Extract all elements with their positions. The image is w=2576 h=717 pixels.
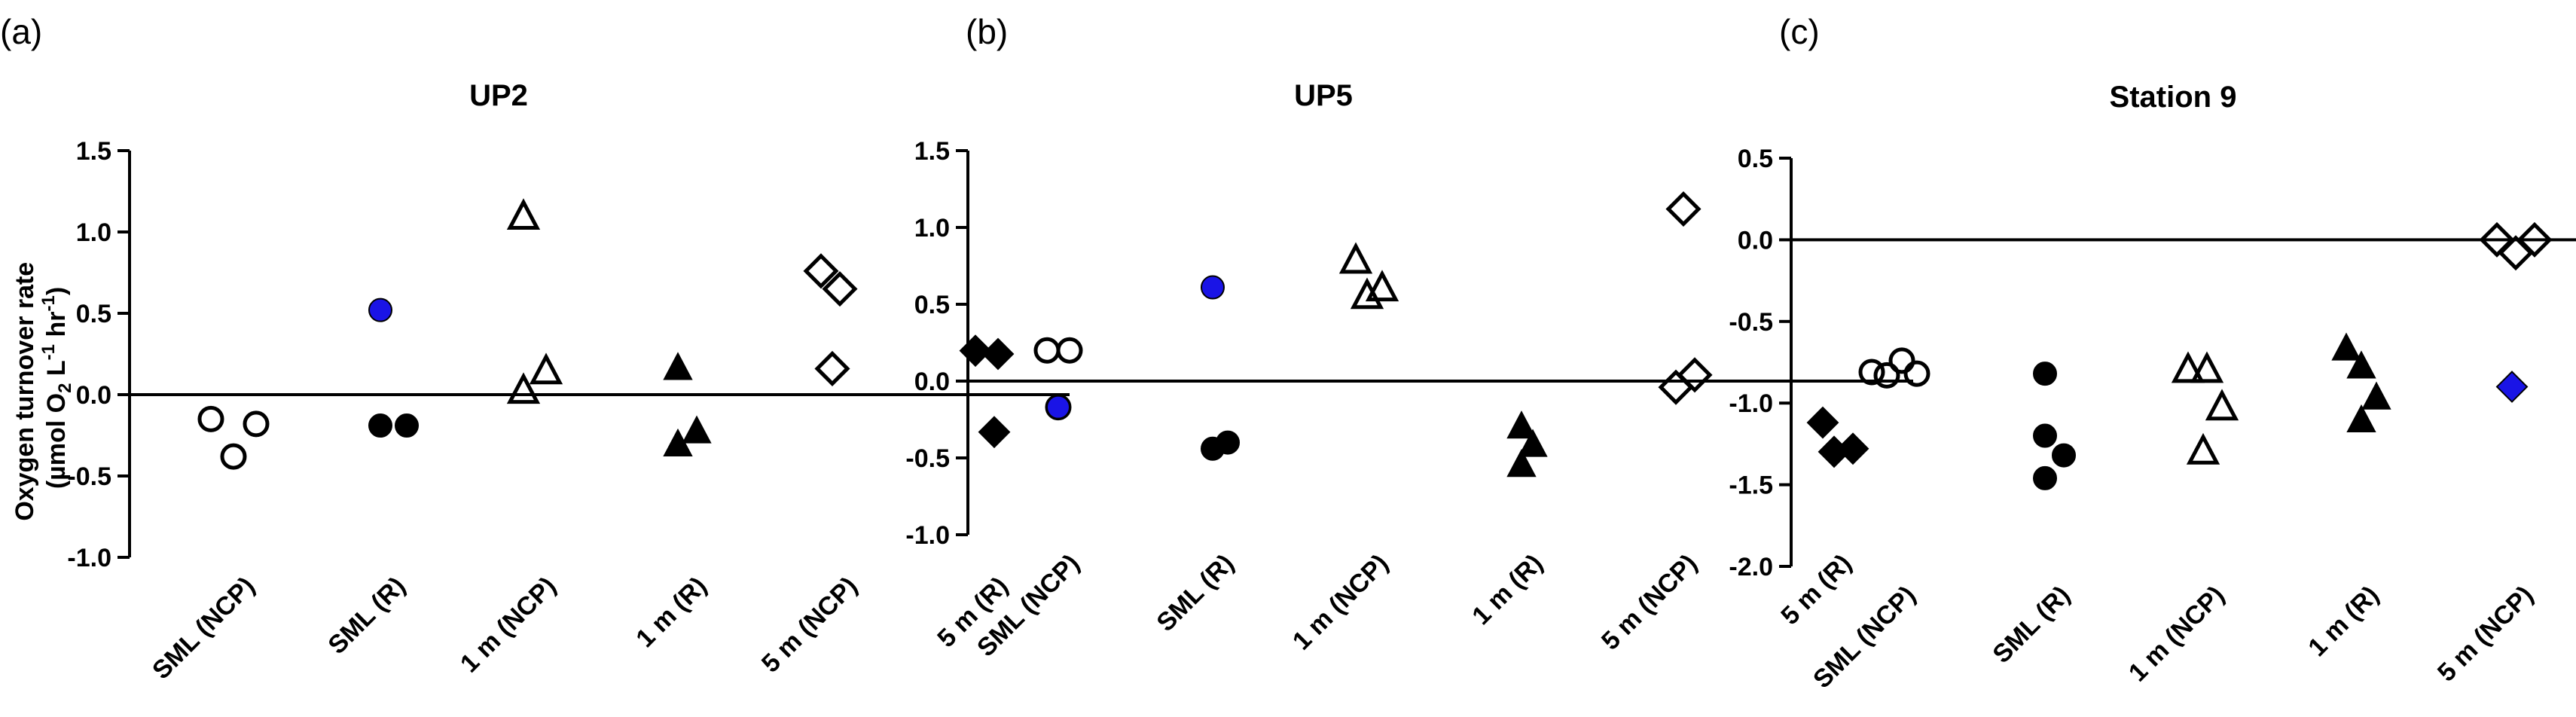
data-point-diamond — [822, 271, 858, 307]
data-point-circle — [2033, 423, 2057, 448]
y-tick-label: 0.5 — [1738, 145, 1773, 173]
y-axis-label: Oxygen turnover rate (µmol O2 L-1 hr-1) — [11, 255, 75, 520]
data-point-triangle — [506, 372, 541, 404]
data-point-circle — [1046, 395, 1070, 420]
data-point-circle — [1888, 347, 1915, 374]
data-point-triangle — [1350, 277, 1384, 310]
y-tick-label: 0.0 — [76, 381, 111, 410]
y-tick-label: 1.5 — [76, 137, 111, 166]
data-point-diamond — [1677, 357, 1713, 393]
data-point-diamond — [981, 337, 1015, 371]
data-point-circle — [2033, 465, 2057, 490]
y-tick-label: 1.5 — [914, 137, 950, 166]
data-point-circle — [1216, 430, 1240, 455]
data-point-triangle — [1506, 449, 1537, 477]
y-tick-label: -0.5 — [1729, 308, 1773, 337]
data-point-triangle — [2331, 332, 2361, 361]
data-point-triangle — [506, 198, 541, 230]
panel-title: Station 9 — [2110, 81, 2237, 114]
data-point-triangle — [1506, 410, 1537, 439]
data-point-triangle — [529, 352, 563, 385]
panel-label: (c) — [1779, 12, 1820, 51]
y-tick-label: 0.0 — [914, 368, 950, 396]
data-point-circle — [197, 405, 224, 432]
data-point-circle — [368, 297, 392, 322]
data-point-circle — [368, 413, 392, 438]
y-tick-label: 0.0 — [1738, 226, 1773, 255]
data-point-circle — [1903, 360, 1930, 387]
data-point-triangle — [2361, 381, 2391, 410]
data-point-circle — [2052, 443, 2076, 468]
data-point-triangle — [1365, 270, 1399, 302]
y-tick-label: -1.5 — [1729, 471, 1773, 500]
data-point-circle — [1873, 362, 1900, 389]
data-point-triangle — [2346, 350, 2376, 379]
panel-title: UP2 — [469, 79, 528, 112]
y-tick-label: 1.0 — [76, 218, 111, 247]
data-point-triangle — [1518, 429, 1548, 457]
panel-label: (a) — [0, 12, 42, 51]
data-point-triangle — [2205, 389, 2239, 421]
y-tick-label: -2.0 — [1729, 553, 1773, 581]
data-point-circle — [1858, 358, 1885, 386]
y-tick-label: 0.5 — [914, 291, 950, 319]
data-point-triangle — [663, 352, 693, 380]
data-point-diamond — [814, 350, 850, 386]
data-point-diamond — [803, 253, 839, 289]
y-tick-label: 0.5 — [76, 300, 111, 328]
data-point-circle — [2033, 362, 2057, 386]
data-point-triangle — [2346, 404, 2376, 433]
data-point-triangle — [2186, 432, 2220, 465]
data-point-triangle — [2171, 351, 2205, 383]
data-point-diamond — [2516, 221, 2553, 258]
y-tick-label: -0.5 — [67, 462, 111, 491]
data-point-circle — [220, 443, 247, 470]
data-point-triangle — [2190, 351, 2224, 383]
data-point-diamond — [2495, 371, 2529, 403]
y-tick-label: -0.5 — [905, 444, 950, 473]
y-tick-label: 1.0 — [914, 214, 950, 243]
data-point-circle — [395, 413, 419, 438]
data-point-triangle — [1338, 242, 1373, 274]
data-point-diamond — [1836, 432, 1869, 465]
data-point-circle — [243, 410, 270, 438]
panel-title: UP5 — [1294, 79, 1353, 112]
y-tick-label: -1.0 — [905, 521, 950, 550]
y-tick-label: -1.0 — [67, 544, 111, 572]
data-point-circle — [1201, 275, 1225, 300]
data-point-circle — [1056, 337, 1083, 364]
y-tick-label: -1.0 — [1729, 389, 1773, 418]
data-point-diamond — [2479, 221, 2515, 258]
data-point-diamond — [978, 416, 1011, 449]
data-point-diamond — [1665, 191, 1702, 227]
data-point-triangle — [682, 415, 712, 444]
data-point-diamond — [1806, 406, 1839, 439]
panel-label: (b) — [966, 12, 1008, 51]
